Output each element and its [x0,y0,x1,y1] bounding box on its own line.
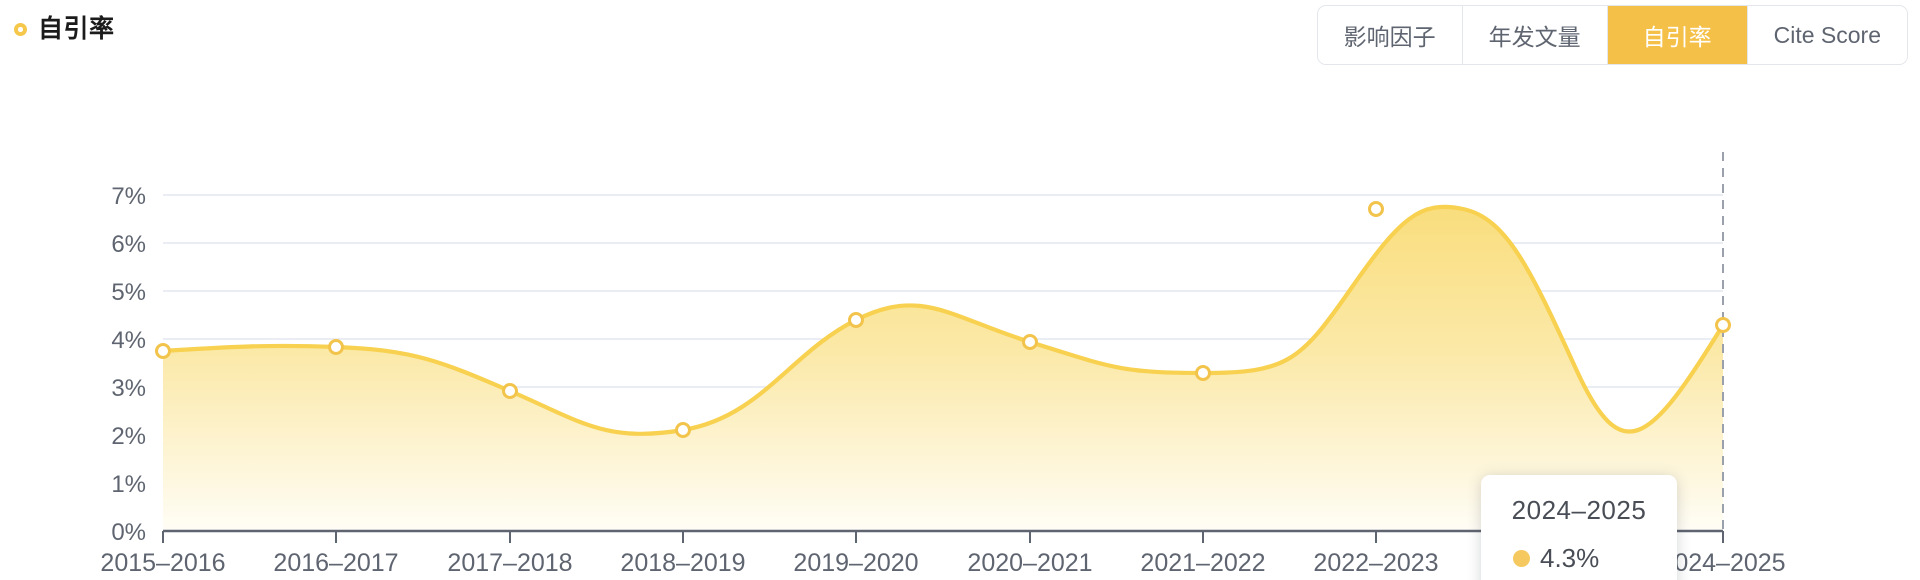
self-citation-rate-chart[interactable]: 7% 6% 5% 4% 3% 2% 1% 0% [0,72,1920,580]
metric-tab-bar[interactable]: 影响因子 年发文量 自引率 Cite Score [1316,5,1908,65]
tab-impact-factor[interactable]: 影响因子 [1317,6,1462,64]
panel-header: 自引率 影响因子 年发文量 自引率 Cite Score [0,0,1920,72]
data-point-2021-2022[interactable] [1195,365,1211,381]
x-axis [162,529,1724,543]
chart-svg: 7% 6% 5% 4% 3% 2% 1% 0% [100,152,1786,577]
y-axis-tick-labels: 7% 6% 5% 4% 3% 2% 1% 0% [111,183,146,546]
y-tick-1: 1% [111,471,146,498]
x-tick-label-0: 2015–2016 [100,549,225,577]
x-tick-label-2: 2017–2018 [447,549,572,577]
data-point-2015-2016[interactable] [155,343,171,359]
data-point-2020-2021[interactable] [1022,334,1038,350]
y-tick-4: 4% [111,327,146,354]
y-tick-5: 5% [111,279,146,306]
tooltip-category: 2024–2025 [1511,495,1647,525]
y-tick-3: 3% [111,375,146,402]
data-point-2017-2018[interactable] [502,383,518,399]
tooltip-value-row: 4.3% [1513,545,1677,571]
x-tick-label-5: 2020–2021 [967,549,1092,577]
data-point-markers[interactable] [155,201,1731,438]
tooltip-value: 4.3% [1540,543,1600,573]
x-tick-label-3: 2018–2019 [620,549,745,577]
page-title-label: 自引率 [38,15,115,43]
x-tick-label-7: 2022–2023 [1313,549,1438,577]
y-tick-6: 6% [111,231,146,258]
data-point-2018-2019[interactable] [675,422,691,438]
page-title: 自引率 [14,17,115,42]
y-tick-0: 0% [111,519,146,546]
x-tick-label-9: 2024–2025 [1660,549,1785,577]
series-area [163,206,1723,531]
data-point-2024-2025[interactable] [1715,317,1731,333]
tab-self-citation-rate[interactable]: 自引率 [1606,6,1747,64]
tab-annual-publications[interactable]: 年发文量 [1461,6,1607,64]
chart-tooltip: 2024–2025 4.3% [1481,475,1677,580]
x-tick-label-6: 2021–2022 [1140,549,1265,577]
data-point-2016-2017[interactable] [328,339,344,355]
tab-cite-score[interactable]: Cite Score [1746,6,1907,64]
donut-marker-icon [14,23,27,36]
x-axis-ticks [162,531,1724,543]
data-point-2019-2020[interactable] [848,312,864,328]
data-point-2022-2023[interactable] [1368,201,1384,217]
series-dot-icon [1513,549,1530,567]
x-axis-tick-labels: 2015–2016 2016–2017 2017–2018 2018–2019 … [100,549,1785,577]
y-tick-2: 2% [111,423,146,450]
y-tick-7: 7% [111,183,146,210]
x-tick-label-1: 2016–2017 [273,549,398,577]
x-tick-label-4: 2019–2020 [793,549,918,577]
